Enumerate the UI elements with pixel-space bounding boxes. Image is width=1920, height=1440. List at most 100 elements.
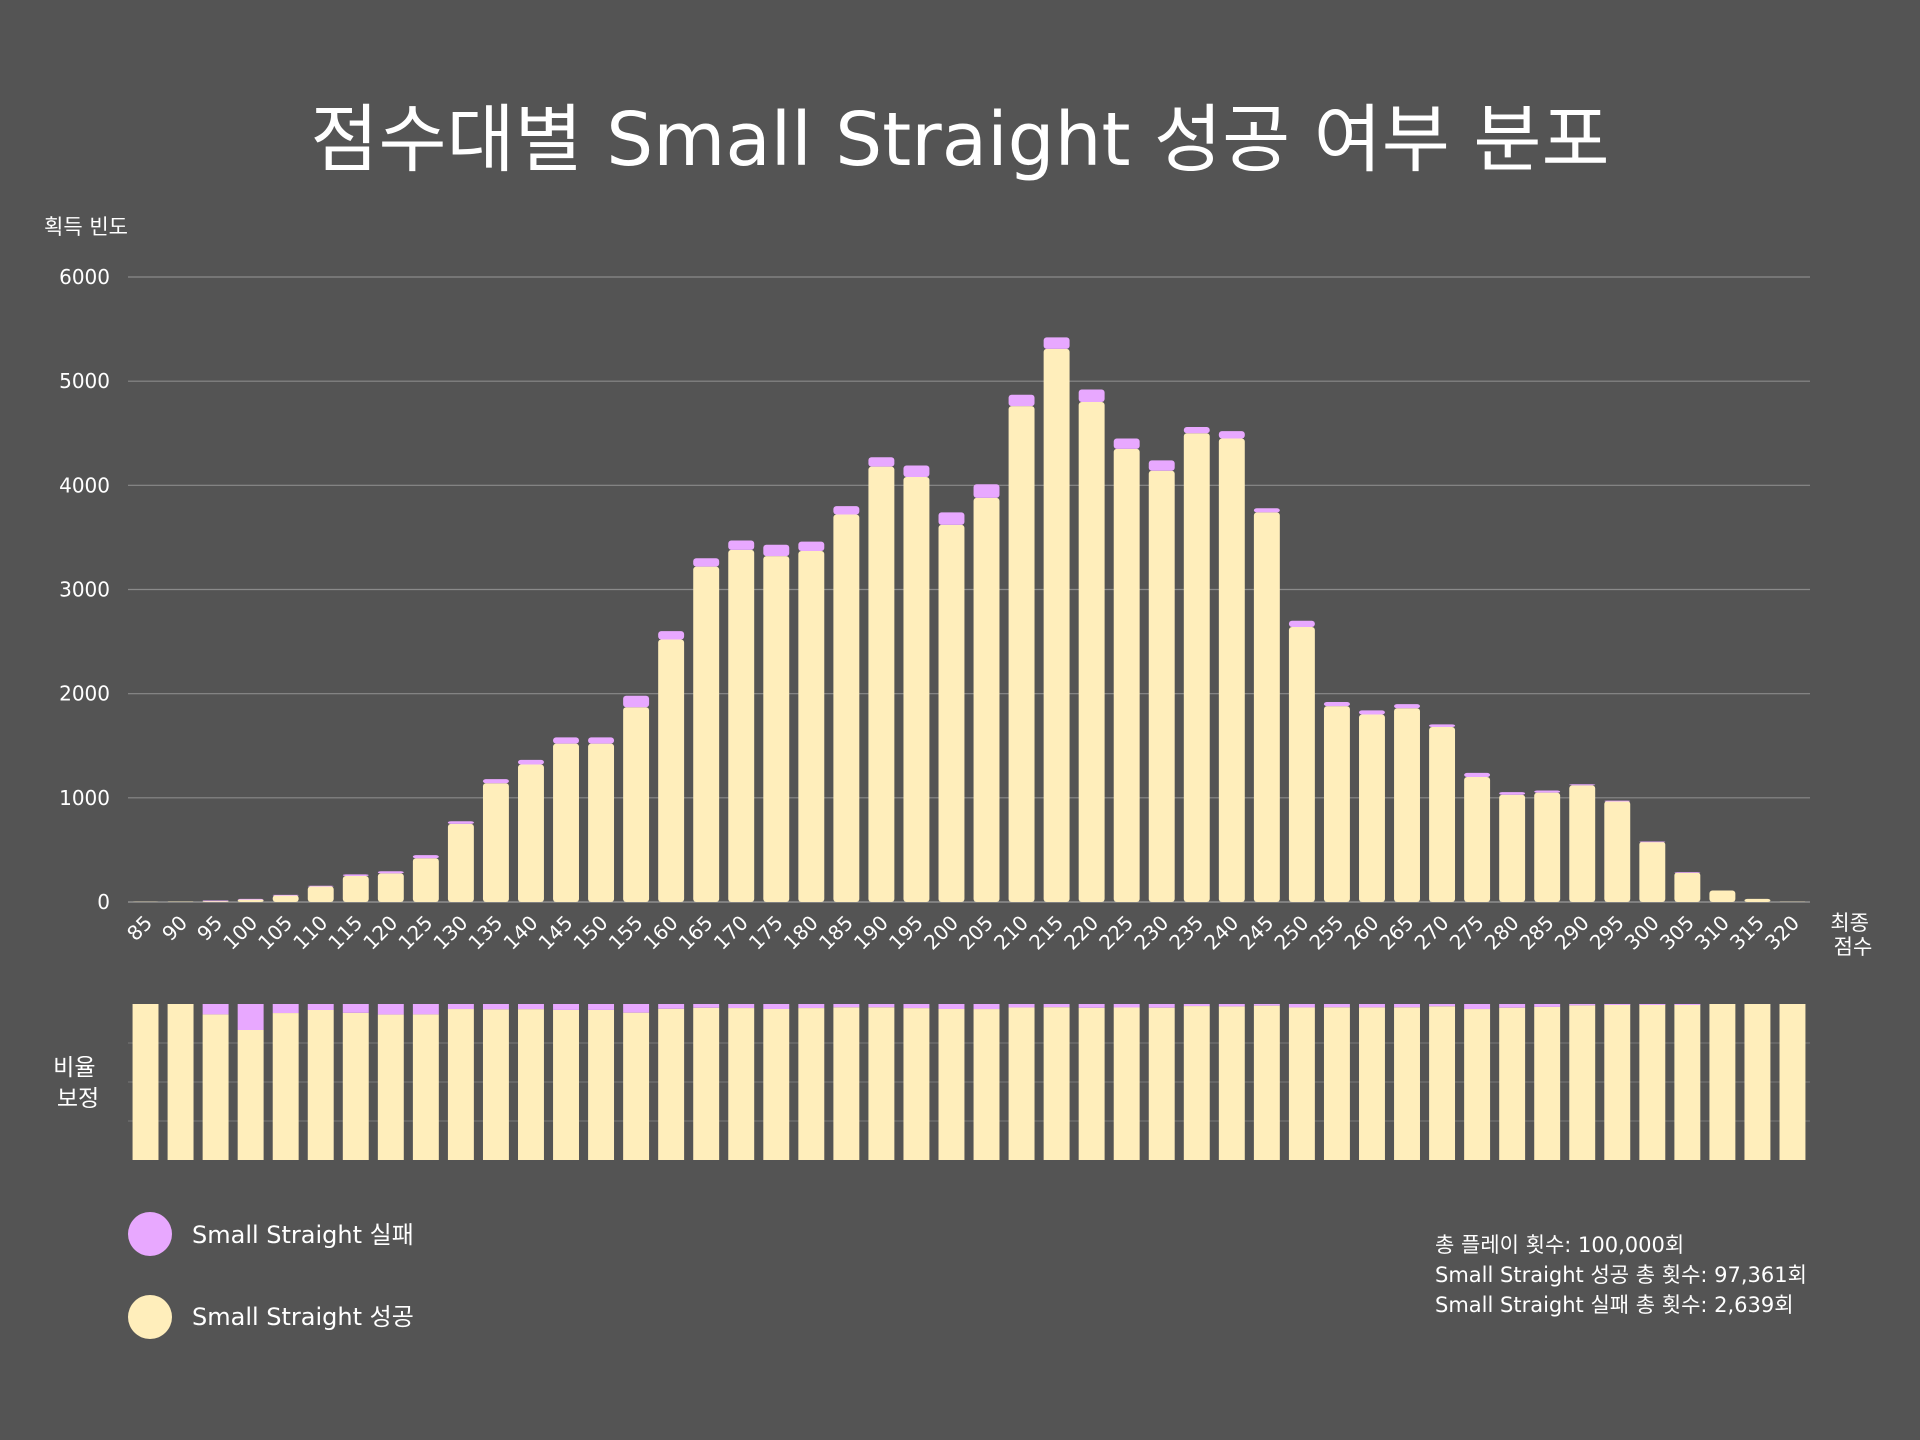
ratio-bars — [132, 1004, 1806, 1160]
bar-fail — [763, 544, 790, 557]
ratio-bar-success — [1429, 1006, 1456, 1160]
ratio-bar-fail — [658, 1004, 685, 1009]
ratio-bar-success — [377, 1014, 404, 1160]
x-tick-label: 145 — [534, 911, 578, 955]
ratio-bar-success — [1043, 1007, 1070, 1160]
y-tick-label: 1000 — [59, 786, 110, 810]
bar-success — [693, 566, 720, 902]
bar-fail — [518, 759, 544, 765]
bar-fail — [1218, 431, 1245, 439]
x-tick-label: 305 — [1655, 911, 1699, 955]
ratio-bar-fail — [272, 1004, 299, 1014]
ratio-bar-fail — [412, 1004, 439, 1015]
x-tick-label: 155 — [604, 911, 648, 955]
ratio-bar-success — [1183, 1006, 1210, 1160]
bar-success — [1604, 800, 1631, 902]
x-tick-label: 115 — [323, 911, 367, 955]
bar-fail — [1148, 460, 1175, 471]
ratio-bar-fail — [447, 1004, 474, 1010]
x-tick-label: 250 — [1269, 911, 1313, 955]
x-tick-label: 260 — [1340, 911, 1384, 955]
ratio-bar-success — [202, 1014, 229, 1160]
bar-success — [1253, 512, 1280, 902]
ratio-bar-fail — [1288, 1004, 1315, 1008]
bar-success — [728, 549, 755, 902]
ratio-bar-fail — [1218, 1004, 1245, 1007]
ratio-bar-success — [1148, 1007, 1175, 1160]
x-tick-label: 170 — [709, 911, 753, 955]
x-tick-label: 230 — [1129, 911, 1173, 955]
ratio-bar-fail — [1569, 1004, 1596, 1006]
ratio-bar-fail — [237, 1004, 264, 1030]
ratio-bar-success — [1359, 1007, 1385, 1160]
ratio-bar-success — [1288, 1007, 1315, 1160]
bar-success — [272, 895, 299, 902]
bar-success — [237, 899, 264, 902]
x-tick-label: 245 — [1234, 911, 1278, 955]
bar-success — [412, 858, 439, 902]
bar-success — [903, 477, 930, 902]
ratio-bar-fail — [1534, 1004, 1561, 1007]
bar-fail — [728, 540, 755, 550]
x-tick-label: 165 — [674, 911, 718, 955]
ratio-bar-fail — [623, 1004, 650, 1013]
x-tick-label: 210 — [989, 911, 1033, 955]
bar-success — [342, 875, 369, 902]
bar-success — [1218, 438, 1245, 902]
x-tick-label: 180 — [779, 911, 823, 955]
gridlines — [128, 276, 1810, 903]
bar-fail — [1078, 389, 1105, 402]
ratio-bar-success — [1534, 1006, 1561, 1160]
ratio-bar-success — [307, 1010, 334, 1160]
legend: Small Straight 실패 Small Straight 성공 — [128, 1212, 414, 1339]
bar-fail — [272, 894, 299, 896]
bar-success — [1569, 785, 1596, 902]
x-tick-label: 175 — [744, 911, 788, 955]
ratio-bar-success — [482, 1009, 509, 1160]
bar-fail — [1569, 784, 1596, 786]
ratio-bar-success — [412, 1014, 439, 1160]
bar-success — [1639, 841, 1666, 902]
bar-success — [1499, 794, 1526, 902]
y-tick-label: 6000 — [59, 265, 110, 289]
ratio-bar-success — [1674, 1004, 1701, 1160]
bar-success — [447, 823, 474, 902]
x-tick-label: 205 — [954, 911, 998, 955]
bar-fail — [833, 506, 860, 515]
ratio-bar-success — [1709, 1004, 1736, 1160]
x-tick-label: 280 — [1480, 911, 1524, 955]
bar-success — [1323, 706, 1350, 902]
ratio-bar-fail — [1604, 1004, 1631, 1005]
bar-fail — [868, 457, 895, 467]
ratio-bar-success — [1323, 1007, 1350, 1160]
ratio-bar-success — [728, 1008, 755, 1160]
bar-fail — [377, 871, 404, 874]
bar-fail — [623, 695, 650, 708]
ratio-bar-fail — [1323, 1004, 1350, 1008]
ratio-bar-fail — [307, 1004, 334, 1010]
x-tick-label: 150 — [569, 911, 613, 955]
bar-fail — [1008, 394, 1035, 407]
ratio-gridlines — [128, 1042, 1810, 1122]
x-tick-label: 290 — [1550, 911, 1594, 955]
bar-success — [1148, 470, 1175, 902]
ratio-bar-fail — [1008, 1004, 1035, 1008]
x-tick-label: 215 — [1024, 911, 1068, 955]
bar-success — [1394, 708, 1420, 902]
bar-success — [1674, 872, 1701, 902]
bar-success — [482, 783, 509, 902]
ratio-bar-success — [938, 1009, 965, 1160]
bar-success — [1429, 727, 1456, 902]
ratio-bar-fail — [973, 1004, 1000, 1010]
bar-fail — [447, 821, 474, 824]
bar-fail — [412, 855, 439, 859]
x-tick-label: 105 — [253, 911, 297, 955]
ratio-bar-success — [658, 1008, 685, 1160]
x-tick-label: 85 — [122, 911, 157, 946]
bar-success — [1008, 406, 1035, 902]
ratio-bar-success — [1779, 1004, 1806, 1160]
bar-fail — [693, 558, 720, 567]
ratio-label-line2: 보정 — [57, 1086, 99, 1112]
stats-success-total: Small Straight 성공 총 횟수: 97,361회 — [1435, 1263, 1807, 1287]
ratio-bar-fail — [763, 1004, 790, 1010]
